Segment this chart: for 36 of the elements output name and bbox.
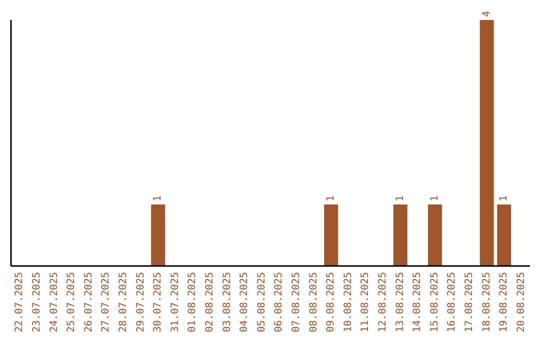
data-label: 1 xyxy=(429,195,440,202)
x-tick-label: 20.08.2025 xyxy=(516,272,527,332)
x-tick-label: 11.08.2025 xyxy=(360,272,372,332)
x-tick-label: 15.08.2025 xyxy=(429,272,440,332)
data-label: 1 xyxy=(152,195,164,202)
data-label: 4 xyxy=(481,10,492,17)
x-tick-label: 08.08.2025 xyxy=(308,272,320,332)
x-tick-label: 24.07.2025 xyxy=(48,272,60,332)
x-tick-label: 09.08.2025 xyxy=(326,272,337,332)
x-tick-label: 03.08.2025 xyxy=(222,272,233,332)
x-tick-label: 31.07.2025 xyxy=(170,272,181,332)
x-tick-label: 18.08.2025 xyxy=(481,272,492,332)
x-tick-label: 30.07.2025 xyxy=(152,272,164,332)
x-tick-label: 12.08.2025 xyxy=(377,272,388,332)
x-tick-label: 07.08.2025 xyxy=(290,272,302,332)
x-tick-label: 10.08.2025 xyxy=(342,272,354,332)
x-tick-label: 02.08.2025 xyxy=(204,272,216,332)
x-tick-label: 19.08.2025 xyxy=(498,272,510,332)
x-tick-label: 23.07.2025 xyxy=(31,272,42,332)
data-label: 1 xyxy=(394,195,406,202)
data-label: 1 xyxy=(498,195,510,202)
x-tick-label: 22.07.2025 xyxy=(14,272,26,332)
x-tick-label: 26.07.2025 xyxy=(83,272,94,332)
x-tick-label: 04.08.2025 xyxy=(239,272,250,332)
x-tick-label: 14.08.2025 xyxy=(412,272,424,332)
x-tick-label: 27.07.2025 xyxy=(100,272,112,332)
x-tick-label: 17.08.2025 xyxy=(464,272,475,332)
x-tick-label: 06.08.2025 xyxy=(274,272,285,332)
x-tick-label: 05.08.2025 xyxy=(256,272,268,332)
data-label: 1 xyxy=(326,195,337,202)
x-tick-label: 13.08.2025 xyxy=(394,272,406,332)
x-tick-label: 25.07.2025 xyxy=(66,272,78,332)
x-tick-label: 16.08.2025 xyxy=(446,272,458,332)
x-tick-label: 28.07.2025 xyxy=(118,272,129,332)
x-tick-label: 01.08.2025 xyxy=(187,272,198,332)
x-tick-label: 29.07.2025 xyxy=(135,272,146,332)
